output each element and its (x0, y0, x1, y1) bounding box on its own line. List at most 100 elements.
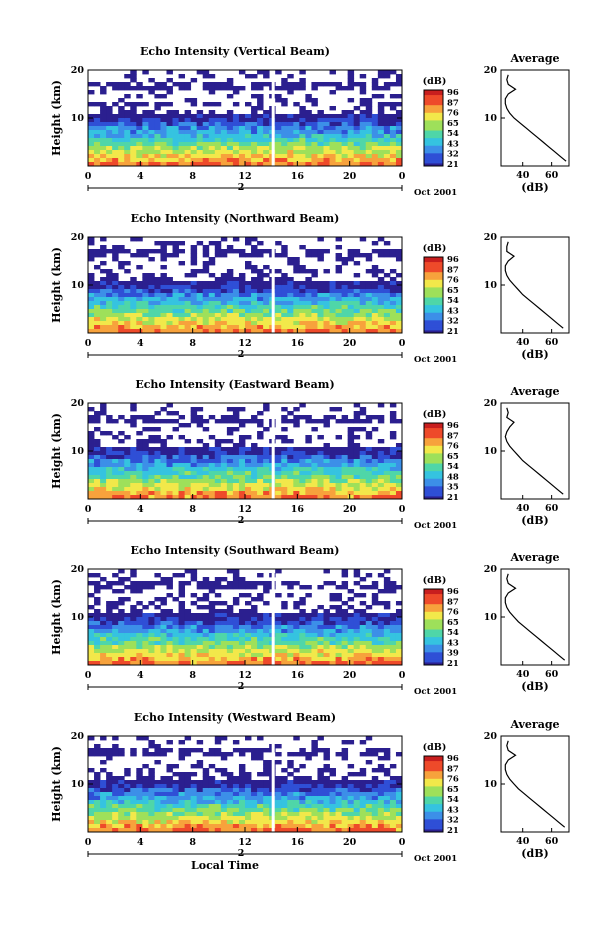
heatmap-cell (293, 812, 300, 817)
heatmap-cell (263, 407, 270, 412)
heatmap-cell (142, 114, 149, 119)
heatmap-cell (341, 126, 349, 131)
heatmap-cell (178, 645, 186, 650)
heatmap-cell (238, 249, 246, 254)
heatmap-cell (353, 309, 361, 314)
y-tick-label: 10 (71, 280, 85, 291)
heatmap-cell (118, 752, 125, 757)
heatmap-cell (232, 309, 240, 314)
heatmap-cell (130, 325, 137, 330)
heatmap-cell (305, 479, 312, 484)
heatmap-cell (251, 816, 258, 821)
heatmap-cell (184, 784, 192, 789)
heatmap-cell (142, 816, 149, 821)
heatmap-cell (263, 812, 270, 817)
heatmap-cell (317, 150, 324, 155)
heatmap-cell (293, 629, 300, 634)
heatmap-cell (124, 325, 131, 330)
heatmap-cell (359, 768, 367, 773)
colorbar-step (424, 277, 443, 281)
date-label: Oct 2001 (414, 188, 457, 198)
x-tick-label: 8 (189, 504, 196, 515)
heatmap-cell (172, 463, 179, 468)
heatmap-cell (208, 329, 216, 334)
heatmap-cell (148, 625, 155, 630)
heatmap-cell (226, 816, 234, 821)
heatmap-cell (238, 577, 246, 582)
colorbar-step (424, 463, 443, 467)
heatmap-cell (88, 289, 95, 294)
heatmap-cell (154, 621, 161, 626)
heatmap-cell (287, 824, 294, 829)
heatmap-cell (136, 487, 143, 492)
heatmap-cell (118, 162, 125, 167)
heatmap-cell (166, 617, 173, 622)
heatmap-cell (365, 281, 373, 286)
heatmap-cell (226, 649, 234, 654)
heatmap-cell (287, 816, 294, 821)
heatmap-cell (160, 597, 167, 602)
heatmap-cell (172, 780, 179, 785)
heatmap-cell (190, 118, 198, 123)
heatmap-cell (148, 641, 155, 646)
heatmap-cell (226, 451, 234, 456)
heatmap-cell (257, 772, 264, 777)
heatmap-cell (329, 625, 336, 630)
heatmap-cell (341, 463, 349, 468)
x-tick-label: 4 (137, 338, 144, 349)
heatmap-cell (305, 824, 312, 829)
heatmap-cell (220, 483, 228, 488)
heatmap-cell (208, 649, 216, 654)
heatmap-cell (238, 772, 246, 777)
heatmap-cell (377, 828, 385, 833)
heatmap-cell (124, 796, 131, 801)
heatmap-cell (287, 661, 294, 666)
heatmap-cell (220, 491, 228, 496)
heatmap-cell (226, 605, 234, 610)
heatmap-cell (100, 411, 107, 416)
heatmap-cell (335, 645, 343, 650)
heatmap-cell (118, 780, 125, 785)
heatmap-cell (281, 289, 288, 294)
heatmap-cell (305, 491, 312, 496)
heatmap-cell (118, 321, 125, 326)
heatmap-cell (226, 625, 234, 630)
heatmap-cell (148, 329, 155, 334)
heatmap-cell (88, 285, 95, 290)
heatmap-cell (136, 479, 143, 484)
heatmap-cell (317, 788, 324, 793)
heatmap-cell (359, 772, 367, 777)
heatmap-cell (383, 657, 391, 662)
heatmap-cell (100, 329, 107, 334)
heatmap-cell (323, 792, 330, 797)
heatmap-cell (299, 134, 306, 139)
heatmap-cell (311, 146, 318, 151)
heatmap-cell (88, 804, 95, 809)
heatmap-cell (106, 150, 113, 155)
heatmap-cell (94, 613, 101, 618)
heatmap-cell (88, 329, 95, 334)
heatmap-cell (251, 443, 258, 448)
heatmap-cell (287, 804, 294, 809)
heatmap-cell (329, 792, 336, 797)
colorbar-tick-label: 76 (447, 775, 459, 785)
heatmap-cell (257, 593, 264, 598)
heatmap-cell (347, 142, 355, 147)
heatmap-cell (118, 653, 125, 658)
heatmap-cell (263, 788, 270, 793)
heatmap-cell (299, 609, 306, 614)
heatmap-cell (257, 804, 264, 809)
heatmap-cell (383, 301, 391, 306)
heatmap-cell (257, 792, 264, 797)
heatmap-cell (347, 317, 355, 322)
heatmap-cell (130, 752, 137, 757)
heatmap-cell (287, 657, 294, 662)
heatmap-cell (311, 427, 318, 432)
heatmap-cell (148, 820, 155, 825)
heatmap-cell (94, 142, 101, 147)
heatmap-cell (208, 150, 216, 155)
heatmap-cell (130, 447, 137, 452)
heatmap-cell (341, 130, 349, 135)
heatmap-cell (124, 301, 131, 306)
colorbar-step (424, 122, 443, 126)
